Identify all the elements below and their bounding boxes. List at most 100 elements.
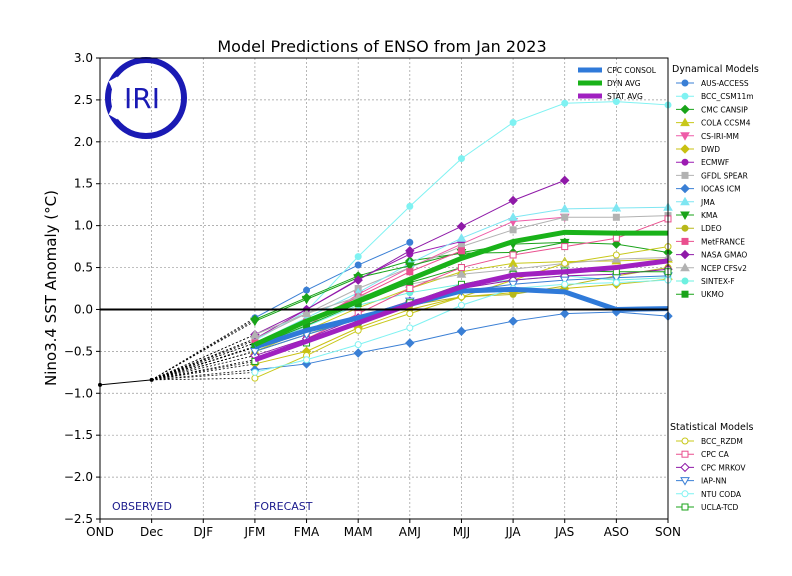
legend-item-iap-nn: IAP-NN — [676, 477, 727, 486]
legend-marker — [681, 503, 689, 511]
y-tick-label: −2.0 — [64, 470, 93, 484]
data-point — [612, 98, 620, 106]
y-tick-label: 1.0 — [74, 219, 93, 233]
data-point — [353, 275, 363, 285]
x-tick-label: MJJ — [453, 525, 470, 539]
logo-text: IRI — [124, 82, 160, 115]
data-point — [301, 295, 312, 305]
data-point — [611, 239, 622, 249]
data-point — [406, 324, 414, 332]
data-point — [611, 203, 622, 212]
data-point — [406, 285, 414, 292]
x-tick-label: Dec — [140, 525, 163, 539]
data-point — [457, 301, 465, 309]
legend-item-cpc-mrkov: CPC MRKOV — [676, 462, 746, 473]
data-point — [456, 269, 467, 278]
data-point — [354, 253, 362, 261]
data-point — [612, 251, 620, 259]
legend-item-ntu-coda: NTU CODA — [676, 490, 742, 499]
data-point — [405, 338, 415, 348]
connector-line — [151, 377, 255, 381]
data-point — [509, 119, 517, 127]
legend-label: BCC_CSM11m — [701, 92, 754, 101]
data-point — [303, 356, 311, 364]
dynamical-legend: AUS-ACCESS BCC_CSM11m CMC CANSIP COLA CCSM4… — [676, 79, 754, 299]
legend-label: DWD — [701, 145, 720, 154]
legend-marker — [681, 450, 689, 458]
legend-label: CS-IRI-MM — [701, 132, 739, 141]
y-tick-label: 2.0 — [74, 135, 93, 149]
legend-item-ecmwf: ECMWF — [676, 158, 729, 167]
legend-label: COLA CCSM4 — [701, 119, 751, 128]
legend-item-cs-iri-mm: CS-IRI-MM — [676, 132, 739, 141]
legend-label: JMA — [700, 198, 716, 207]
legend-item-cmc-cansip: CMC CANSIP — [676, 104, 748, 115]
x-tick-label: ASO — [604, 525, 629, 539]
legend-marker — [681, 224, 689, 232]
y-tick-label: −1.5 — [64, 428, 93, 442]
plot-frame — [99, 57, 669, 520]
data-point — [559, 238, 570, 248]
legend-label: MetFRANCE — [701, 237, 745, 246]
data-point — [457, 247, 465, 255]
legend-label: CMC CANSIP — [701, 105, 748, 114]
legend-item-jma: JMA — [676, 196, 716, 207]
observed-label: OBSERVED — [112, 500, 172, 513]
legend-item-bcc-csm11m: BCC_CSM11m — [676, 92, 754, 101]
x-tick-label: SON — [655, 525, 681, 539]
legend-item-cola-ccsm4: COLA CCSM4 — [676, 117, 751, 128]
data-point — [508, 195, 518, 206]
legend-label-dyn-avg: DYN AVG — [607, 79, 641, 88]
data-point — [354, 341, 362, 349]
legend-item-iocas-icm: IOCAS ICM — [676, 183, 741, 194]
legend-label: CPC MRKOV — [701, 463, 746, 472]
consensus-layer — [253, 229, 669, 363]
legend-item-ldeo: LDEO — [676, 224, 722, 233]
legend-label: NCEP CFSv2 — [701, 264, 747, 273]
series-line — [254, 241, 411, 319]
legend-marker — [680, 211, 690, 221]
data-point — [456, 221, 467, 232]
data-point — [457, 264, 465, 272]
legend-item-ucla-tcd: UCLA-TCD — [676, 503, 738, 512]
legend-marker — [680, 249, 690, 260]
legend-marker — [680, 462, 690, 473]
legend-item-cpc-ca: CPC CA — [676, 450, 730, 459]
data-point — [354, 326, 362, 334]
data-point — [354, 261, 362, 269]
data-point — [404, 262, 415, 271]
data-point — [561, 243, 569, 251]
data-point — [456, 326, 467, 336]
dynamical-legend-title: Dynamical Models — [672, 64, 759, 75]
data-point — [508, 212, 518, 221]
data-point — [612, 279, 620, 287]
x-tick-label: JAS — [554, 525, 574, 539]
data-point — [509, 226, 517, 234]
connector-line — [151, 361, 255, 381]
legend-marker — [680, 132, 690, 141]
legend-item-sintex-f: SINTEX-F — [676, 277, 735, 286]
legend-item-metfrance: MetFRANCE — [676, 237, 745, 246]
chart-title: Model Predictions of ENSO from Jan 2023 — [217, 37, 546, 56]
legend-marker — [681, 92, 689, 100]
legend-label: AUS-ACCESS — [701, 79, 749, 88]
x-tick-label: JJA — [505, 525, 522, 539]
statistical-legend: BCC_RZDM CPC CA CPC MRKOV IAP-NN NTU CODA UCL… — [676, 437, 746, 512]
legend-marker — [680, 104, 690, 115]
legend-item-bcc-rzdm: BCC_RZDM — [676, 437, 743, 446]
data-point — [406, 202, 414, 210]
legend-marker — [681, 158, 689, 166]
y-tick-label: 0.0 — [74, 302, 93, 316]
legend-label: IAP-NN — [701, 477, 727, 486]
data-point — [559, 203, 570, 213]
y-axis: −2.5 −2.0 −1.5 −1.0 −0.5 0.0 0.5 1.0 1.5 2.0 2.5 3.… — [64, 51, 100, 526]
consensus-stat-avg — [254, 258, 669, 363]
data-point — [509, 290, 517, 298]
x-axis: OND Dec DJF JFM FMA MAM AMJ MJJ JJA JAS ASO SON — [86, 519, 681, 539]
statistical-legend-title: Statistical Models — [670, 422, 753, 433]
legend-marker — [681, 277, 689, 285]
forecast-label: FORECAST — [254, 500, 313, 513]
legend-marker — [681, 490, 689, 498]
data-point — [250, 317, 260, 327]
